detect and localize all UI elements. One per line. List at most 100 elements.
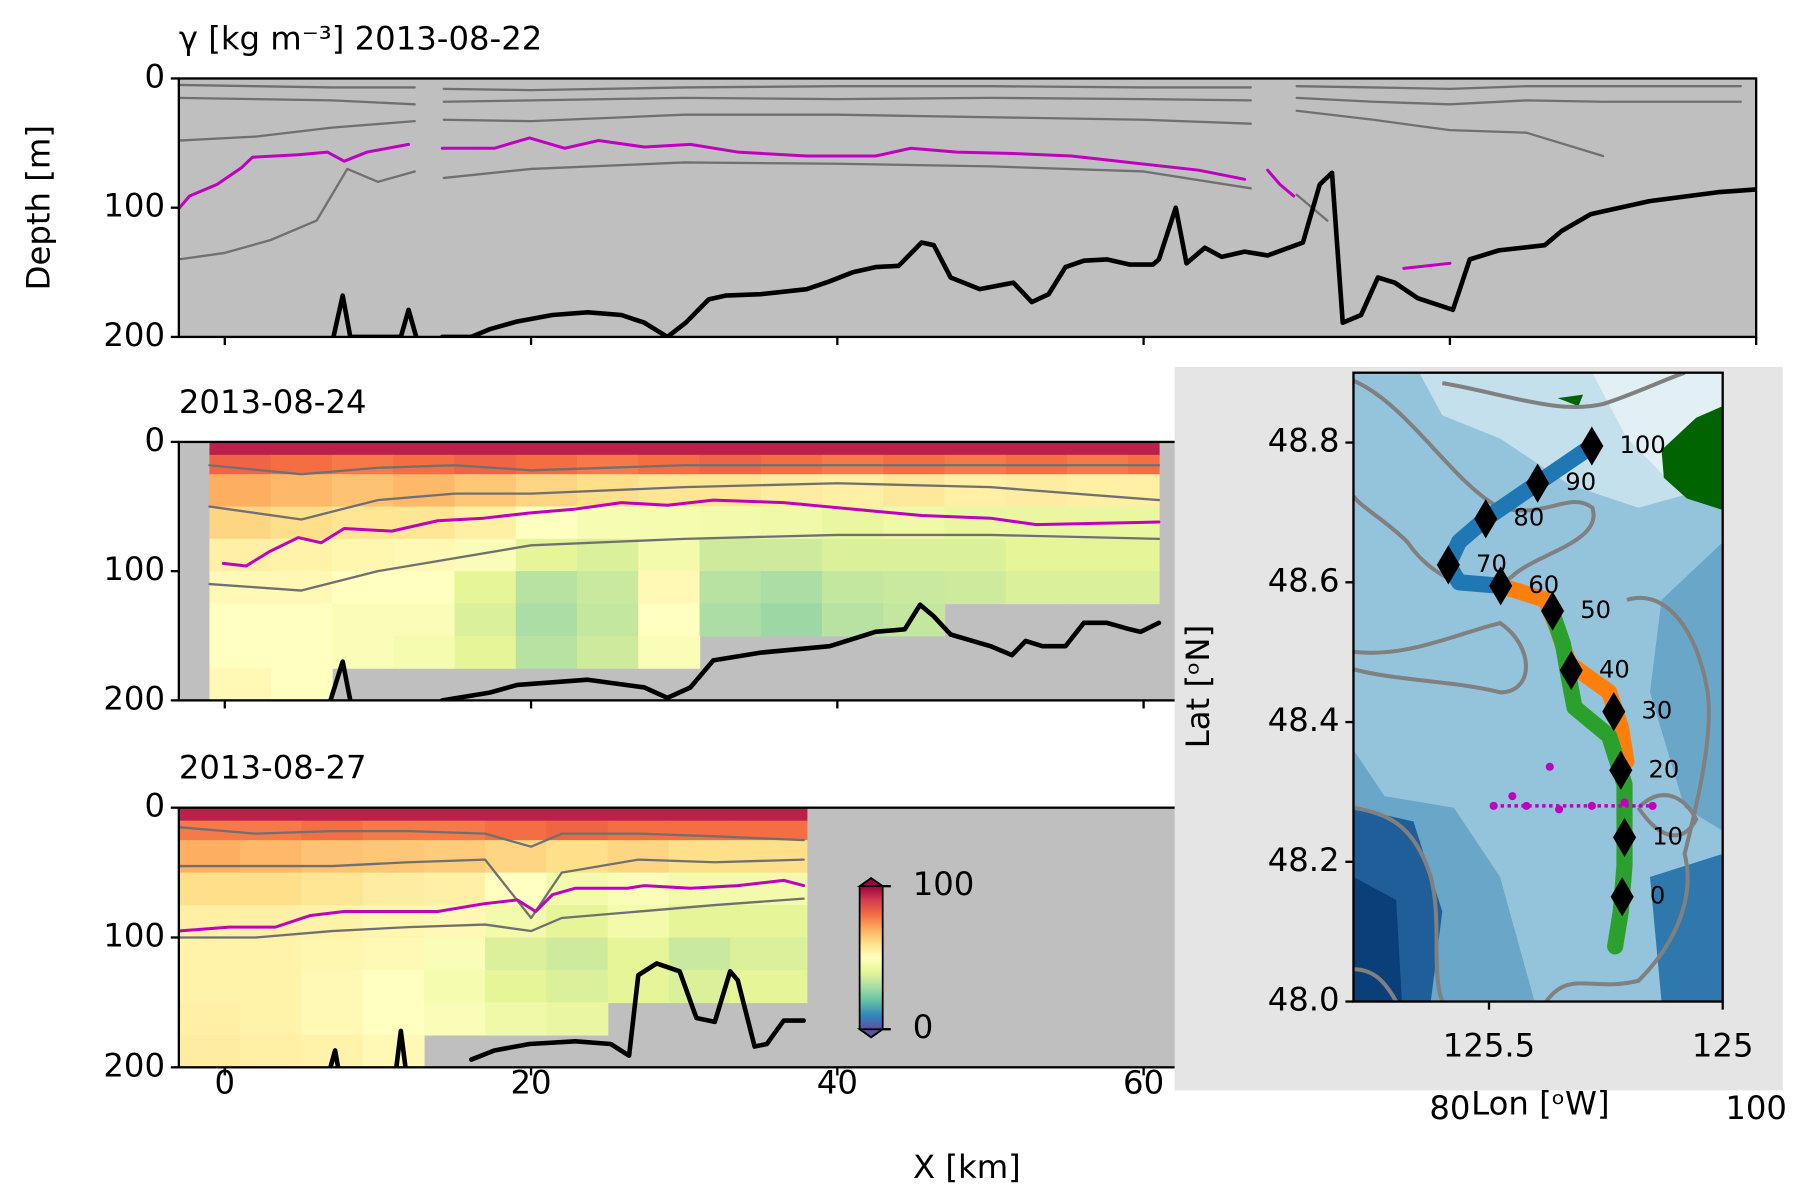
section-line [331, 170, 1757, 337]
heatmap-cell [178, 937, 241, 971]
distance-label: 20 [1648, 755, 1679, 783]
heatmap-cell [301, 1002, 364, 1036]
y-tick-label: 0 [144, 421, 165, 459]
heatmap-cell [577, 441, 639, 456]
heatmap-cell [1005, 441, 1068, 456]
heatmap-cell [454, 506, 517, 540]
heatmap-cell [760, 571, 823, 605]
section-line [221, 498, 1161, 568]
heatmap-cell [178, 969, 241, 1004]
heatmap-cell [1067, 441, 1129, 456]
heatmap-cell [515, 603, 578, 637]
heatmap-cell [423, 969, 486, 1004]
heatmap-cell [301, 969, 364, 1004]
section-line [178, 878, 806, 933]
heatmap-cell [331, 441, 394, 456]
heatmap-cell [178, 872, 241, 906]
heatmap-cell [577, 506, 639, 540]
distance-label: 50 [1580, 596, 1611, 624]
heatmap-cell [760, 441, 823, 456]
heatmap-cell [331, 603, 394, 637]
heatmap-cell [270, 668, 333, 701]
contour [1353, 967, 1398, 1002]
heatmap-cell [301, 807, 364, 822]
heatmap-cell [822, 571, 884, 605]
distance-label: 60 [1528, 571, 1559, 599]
heatmap-cell [270, 454, 333, 475]
section-line [178, 96, 1742, 106]
section-line [178, 83, 1742, 92]
heatmap-cell [638, 635, 701, 669]
heatmap-cell [362, 969, 425, 1004]
heatmap-cell [668, 820, 731, 841]
heatmap-cell [515, 454, 578, 475]
distance-label: 70 [1476, 550, 1507, 578]
heatmap-cell [577, 454, 639, 475]
y-tick-label: 100 [103, 187, 165, 225]
heatmap-cell [546, 905, 609, 939]
heatmap-cell [515, 571, 578, 605]
map-y-tick-label: 48.6 [1268, 561, 1340, 599]
heatmap-cell [577, 635, 639, 669]
heatmap-cell [607, 840, 670, 874]
heatmap-cell [270, 635, 333, 669]
heatmap-cell [883, 441, 946, 456]
heatmap-cell [209, 635, 272, 669]
land [1557, 394, 1584, 407]
heatmap-cell [760, 506, 823, 540]
bathy-contours [1353, 372, 1711, 1002]
map-y-tick-label: 48.8 [1268, 422, 1340, 460]
heatmap-cell [668, 840, 731, 874]
distance-marker [1613, 817, 1637, 857]
map-x-tick-label: 125.5 [1443, 1027, 1535, 1065]
heatmap-cell [1067, 538, 1129, 572]
heatmap-cell [607, 820, 670, 841]
land [1661, 406, 1723, 510]
heatmap-cell [240, 1002, 303, 1036]
heatmap-cell [515, 441, 578, 456]
heatmap-cell [485, 969, 548, 1004]
heatmap-cell [668, 905, 731, 939]
heatmap-cell [423, 1002, 486, 1036]
ship-point [1522, 801, 1531, 810]
heatmap-cell [546, 807, 609, 822]
heatmap-cell [485, 840, 548, 874]
heatmap-cell [730, 820, 808, 841]
section-panel: 0 100 200 γ [kg m⁻³] 2013-08-22 Depth [m] [19, 19, 1758, 354]
distance-label: 10 [1652, 822, 1683, 850]
heatmap-cell [1067, 474, 1129, 508]
heatmap-cell [1128, 441, 1160, 456]
heatmap-cell [730, 807, 808, 822]
heatmap-cell [668, 937, 731, 971]
x-tick-label: 0 [215, 1064, 236, 1102]
section-line [328, 602, 1162, 701]
y-tick-label: 200 [103, 679, 165, 717]
contour [1441, 372, 1686, 409]
x-axis-label: X [km] [913, 1148, 1021, 1186]
heatmap-cell [178, 1002, 241, 1036]
heatmap-cell [699, 506, 762, 540]
map-y-tick-label: 48.0 [1268, 981, 1340, 1019]
heatmap-cell [638, 603, 701, 637]
heatmap-cell [301, 840, 364, 874]
heatmap-cell [362, 807, 425, 822]
bathy-deep-right [1650, 853, 1723, 1002]
heatmap-cell [577, 571, 639, 605]
x-tick-label: 20 [511, 1064, 552, 1102]
section-line [328, 961, 806, 1068]
heatmap-cell [362, 840, 425, 874]
ship-point [1508, 792, 1517, 801]
heatmap-cell [393, 635, 456, 669]
distance-label: 30 [1641, 697, 1672, 725]
panel-title: 2013-08-24 [179, 383, 367, 421]
heatmap-cell [1067, 571, 1129, 605]
heatmap-cell [240, 840, 303, 874]
heatmap-cell [240, 969, 303, 1004]
heatmap-cell [760, 538, 823, 572]
heatmap-cell [454, 441, 517, 456]
heatmap-cell [301, 937, 364, 971]
heatmap-cell [454, 474, 517, 508]
contour [1353, 378, 1596, 589]
heatmap-cell [515, 635, 578, 669]
